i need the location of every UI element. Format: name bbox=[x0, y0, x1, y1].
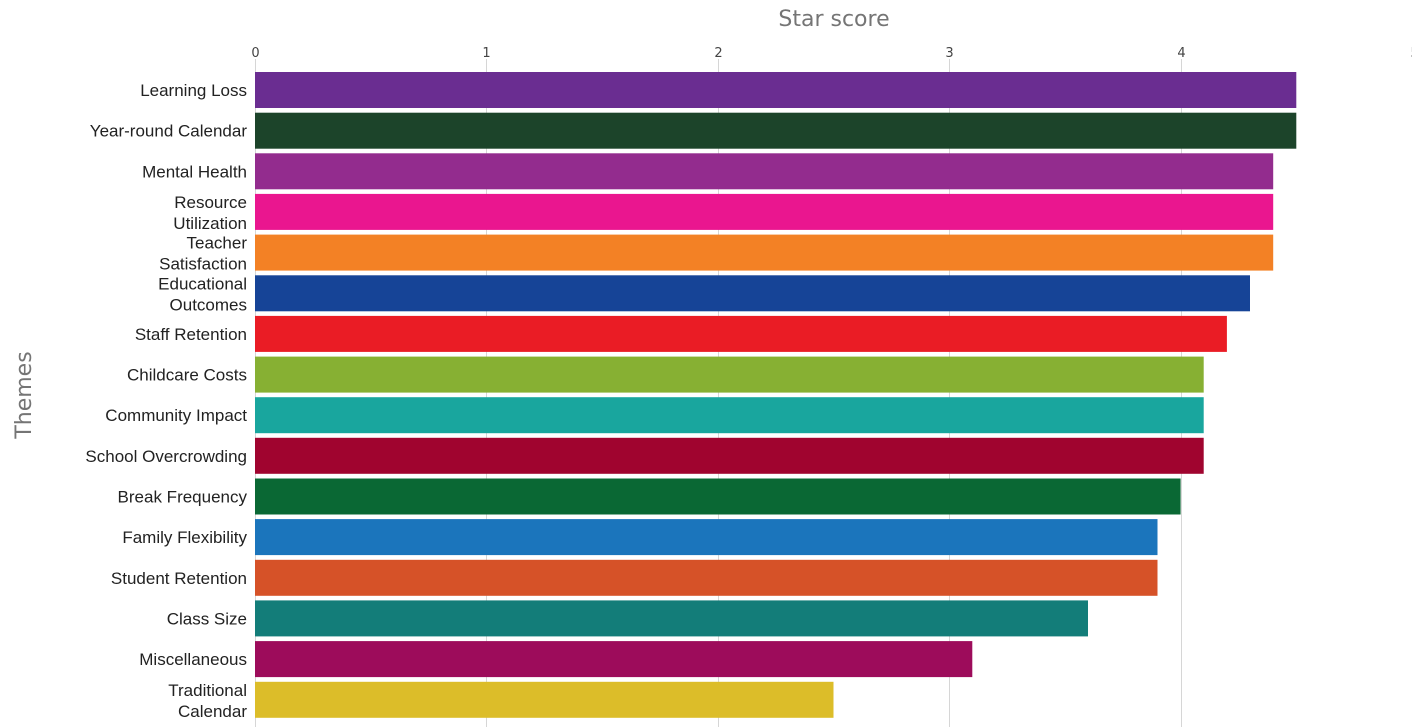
category-label: Year-round Calendar bbox=[90, 122, 248, 141]
category-label: Staff Retention bbox=[135, 325, 247, 344]
bar[interactable] bbox=[255, 641, 973, 678]
x-tick-label: 0 bbox=[251, 46, 259, 61]
bar[interactable] bbox=[255, 519, 1158, 556]
bar[interactable] bbox=[255, 234, 1274, 271]
bar[interactable] bbox=[255, 600, 1088, 637]
category-label: Educational Outcomes bbox=[158, 274, 247, 314]
x-tick-labels: 0 1 2 3 4 5 bbox=[251, 46, 1412, 61]
category-labels: Learning Loss Year-round Calendar Mental H… bbox=[85, 81, 247, 721]
category-label: Childcare Costs bbox=[127, 366, 247, 385]
x-tick-label: 2 bbox=[714, 46, 722, 61]
x-tick-label: 3 bbox=[945, 46, 953, 61]
category-label-line: Outcomes bbox=[170, 295, 247, 314]
category-label-line: Teacher bbox=[187, 234, 248, 253]
category-label-line: Traditional bbox=[168, 681, 247, 700]
category-label: Learning Loss bbox=[140, 81, 247, 100]
bar[interactable] bbox=[255, 112, 1297, 149]
bar[interactable] bbox=[255, 153, 1274, 190]
category-label: Traditional Calendar bbox=[168, 681, 247, 721]
category-label: Class Size bbox=[167, 609, 247, 628]
bar[interactable] bbox=[255, 681, 834, 718]
bars bbox=[255, 72, 1297, 718]
category-label: Community Impact bbox=[105, 406, 247, 425]
category-label-line: Utilization bbox=[173, 214, 247, 233]
bar[interactable] bbox=[255, 315, 1227, 352]
category-label: Miscellaneous bbox=[139, 650, 247, 669]
x-tick-label: 4 bbox=[1177, 46, 1185, 61]
x-tick-label: 1 bbox=[482, 46, 490, 61]
category-label: Family Flexibility bbox=[122, 528, 247, 547]
bar[interactable] bbox=[255, 275, 1250, 312]
x-tick-label: 5 bbox=[1411, 46, 1412, 61]
bar[interactable] bbox=[255, 478, 1181, 515]
bar[interactable] bbox=[255, 72, 1297, 108]
category-label: Student Retention bbox=[111, 569, 247, 588]
y-axis-title: Themes bbox=[12, 351, 37, 439]
bar[interactable] bbox=[255, 193, 1274, 230]
category-label: Break Frequency bbox=[118, 488, 248, 507]
category-label-line: Satisfaction bbox=[159, 255, 247, 274]
category-label: Mental Health bbox=[142, 162, 247, 181]
category-label: Resource Utilization bbox=[173, 193, 247, 233]
category-label-line: Resource bbox=[174, 193, 247, 212]
x-axis-title: Star score bbox=[778, 7, 889, 32]
bar[interactable] bbox=[255, 397, 1204, 434]
category-label: School Overcrowding bbox=[85, 447, 247, 466]
bar[interactable] bbox=[255, 559, 1158, 596]
category-label-line: Calendar bbox=[178, 702, 247, 721]
category-label-line: Educational bbox=[158, 274, 247, 293]
category-label: Teacher Satisfaction bbox=[159, 234, 247, 274]
bar[interactable] bbox=[255, 356, 1204, 393]
bar[interactable] bbox=[255, 437, 1204, 474]
